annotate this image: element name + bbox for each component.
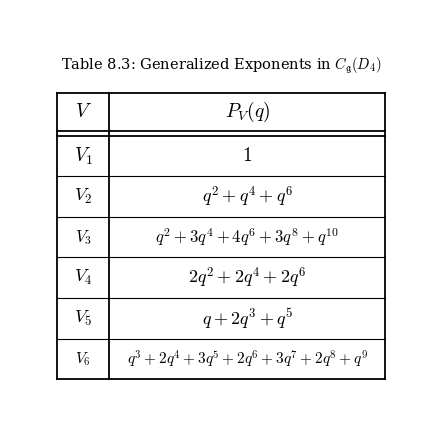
Text: $q^2+3q^4+4q^6+3q^8+q^{10}$: $q^2+3q^4+4q^6+3q^8+q^{10}$ [156,226,340,248]
Text: $V_3$: $V_3$ [75,228,92,247]
Text: $V_6$: $V_6$ [76,350,91,368]
Text: $V_1$: $V_1$ [74,145,93,166]
Text: $1$: $1$ [242,147,252,165]
Text: $q+2q^3+q^5$: $q+2q^3+q^5$ [202,306,293,331]
Text: $P_V(q)$: $P_V(q)$ [225,100,270,124]
Text: $q^3+2q^4+3q^5+2q^6+3q^7+2q^8+q^9$: $q^3+2q^4+3q^5+2q^6+3q^7+2q^8+q^9$ [127,348,368,369]
Text: $V_5$: $V_5$ [74,309,92,328]
Text: Table 8.3: Generalized Exponents in $C_{\mathfrak{g}}(D_4)$: Table 8.3: Generalized Exponents in $C_{… [61,56,381,76]
Text: $V$: $V$ [75,103,92,121]
Text: $V_2$: $V_2$ [74,187,92,206]
Text: $q^2+q^4+q^6$: $q^2+q^4+q^6$ [202,184,293,209]
Text: $2q^2+2q^4+2q^6$: $2q^2+2q^4+2q^6$ [188,265,306,290]
Text: $V_4$: $V_4$ [74,268,92,287]
